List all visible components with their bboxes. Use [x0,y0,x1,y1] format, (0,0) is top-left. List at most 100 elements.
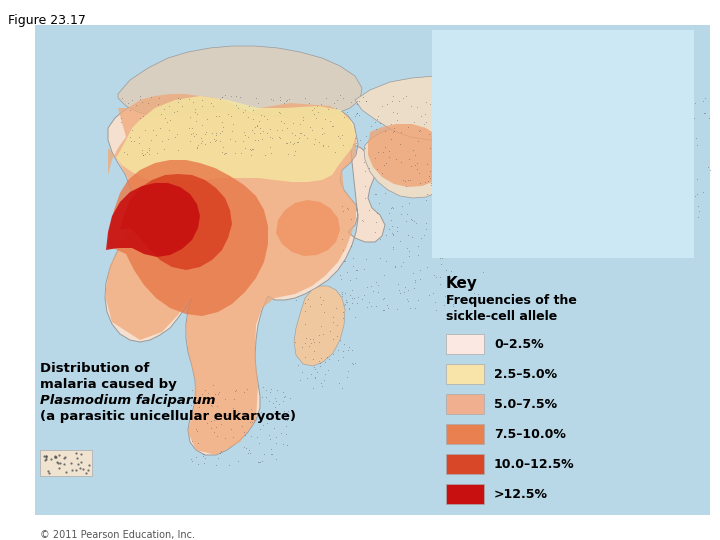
Polygon shape [486,133,574,204]
Point [689,192,701,200]
Point [623,213,634,222]
Point [612,174,624,183]
Polygon shape [105,94,385,455]
Point [388,127,400,136]
Point [372,114,383,123]
Point [472,215,484,224]
Point [392,116,403,125]
Point [602,138,613,147]
Point [445,266,456,275]
Point [458,214,469,222]
Point [434,116,446,124]
Point [595,204,607,213]
Point [475,112,487,121]
Point [512,150,523,159]
Point [589,198,600,206]
Text: sickle-cell allele: sickle-cell allele [446,310,557,323]
Point [699,93,711,102]
Point [387,128,399,137]
Point [474,161,486,170]
Point [444,271,455,279]
Point [278,388,289,396]
Point [622,183,634,192]
Point [574,127,585,136]
Point [455,143,467,152]
Point [639,194,651,202]
Point [457,225,469,234]
Point [230,149,241,158]
Point [66,466,78,475]
Point [353,96,364,105]
Point [303,99,315,108]
Point [284,394,296,403]
Point [371,278,382,286]
Point [369,118,380,127]
Point [660,94,672,103]
Point [83,461,94,469]
Point [467,179,478,188]
Point [418,231,430,240]
Point [483,211,495,220]
Point [555,205,567,214]
Point [201,115,212,124]
Point [334,134,346,143]
Point [190,424,202,433]
Point [462,135,473,144]
Point [379,293,390,302]
Point [488,175,500,184]
Point [420,196,432,205]
Point [342,367,354,375]
Point [453,129,464,137]
Point [495,98,507,106]
Point [475,135,487,144]
Point [261,115,273,124]
Point [257,383,269,391]
Point [257,393,269,401]
Point [515,113,526,122]
Point [509,139,521,148]
Point [292,360,303,369]
Point [309,134,320,143]
Point [256,408,267,416]
Point [330,303,342,312]
Point [449,211,460,220]
Point [143,146,155,154]
Point [339,300,351,309]
Point [171,130,183,138]
Point [265,95,276,104]
Point [279,415,291,424]
Point [252,99,264,107]
Point [565,129,577,137]
Point [442,195,454,204]
Point [299,307,310,316]
Point [350,133,361,142]
Point [291,295,302,304]
Point [672,213,683,222]
Point [663,139,675,147]
Point [302,295,314,303]
Point [403,199,415,207]
Point [618,196,630,205]
Point [163,125,175,134]
Point [386,229,397,238]
Point [238,428,249,437]
Point [455,205,467,213]
Point [196,399,207,408]
Point [420,98,432,106]
Point [498,163,509,171]
Point [377,295,389,304]
Point [665,183,676,191]
Point [264,143,276,151]
Point [603,151,615,160]
Point [428,194,440,202]
Point [378,306,390,314]
Point [484,118,495,126]
Point [220,148,231,157]
Point [492,146,503,154]
Point [314,337,325,346]
Point [264,396,275,405]
Point [136,97,148,106]
Point [624,149,635,158]
Point [261,419,273,428]
Point [474,174,486,183]
